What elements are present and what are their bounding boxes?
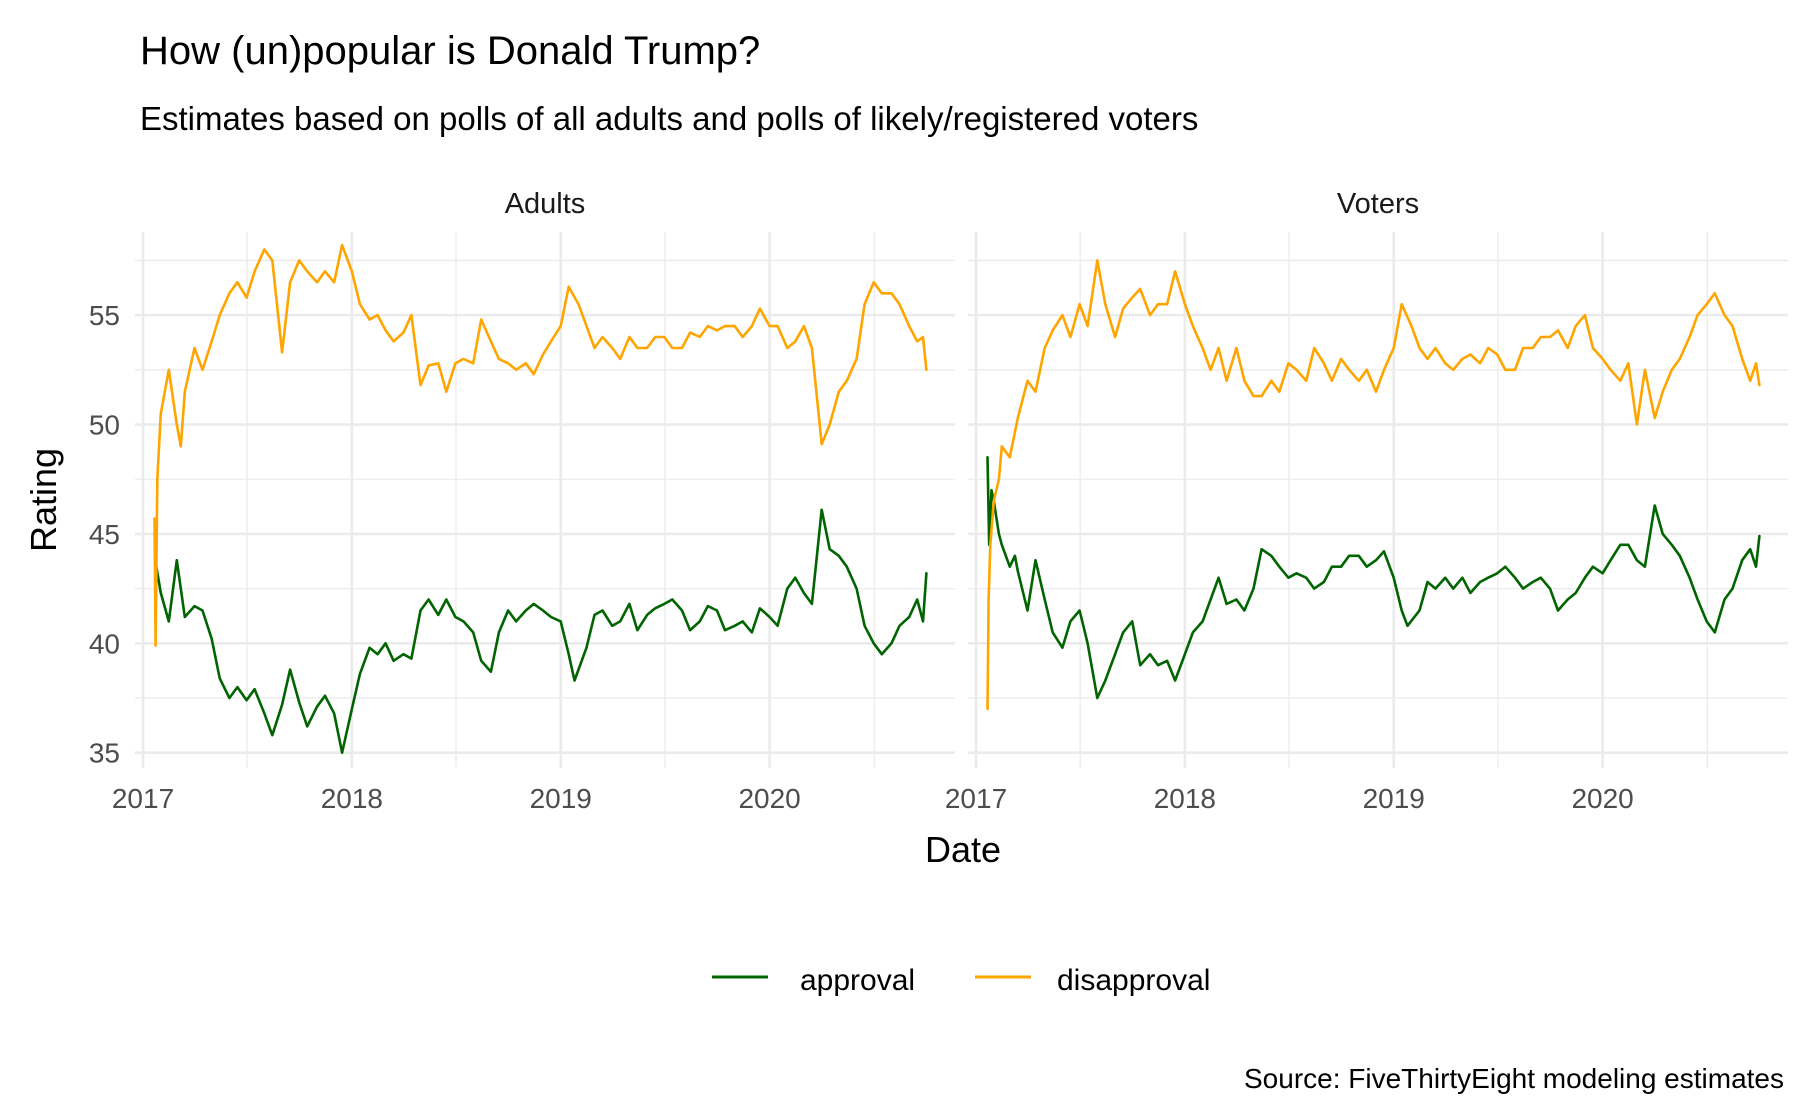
x-tick-label: 2017 xyxy=(112,783,174,814)
gridlines xyxy=(135,232,955,768)
y-tick-label: 50 xyxy=(89,410,120,441)
x-axis-title: Date xyxy=(925,829,1001,870)
x-tick-label: 2019 xyxy=(1363,783,1425,814)
x-axis: 2017 2018 2019 2020 2017 2018 2019 2020 xyxy=(112,783,1634,814)
x-tick-label: 2018 xyxy=(1154,783,1216,814)
series-line-disapproval xyxy=(986,259,1761,711)
y-tick-label: 40 xyxy=(89,628,120,659)
y-axis-title: Rating xyxy=(23,448,64,552)
y-tick-label: 55 xyxy=(89,300,120,331)
panel-strip-label: Voters xyxy=(1337,188,1419,220)
x-tick-label: 2017 xyxy=(945,783,1007,814)
y-tick-label: 45 xyxy=(89,519,120,550)
gridlines xyxy=(968,232,1788,768)
series-line-approval xyxy=(986,456,1761,700)
panel-voters: Voters xyxy=(968,188,1788,768)
chart-subtitle: Estimates based on polls of all adults a… xyxy=(140,100,1198,137)
series-line-disapproval xyxy=(153,243,928,647)
x-tick-label: 2019 xyxy=(530,783,592,814)
y-axis: 35 40 45 50 55 xyxy=(89,300,120,769)
y-tick-label: 35 xyxy=(89,738,120,769)
panel-adults: Adults xyxy=(135,188,955,768)
x-tick-label: 2020 xyxy=(738,783,800,814)
x-tick-label: 2018 xyxy=(321,783,383,814)
legend: approval disapproval xyxy=(712,964,1210,997)
chart-title: How (un)popular is Donald Trump? xyxy=(140,29,760,73)
panel-strip-label: Adults xyxy=(505,188,586,220)
series-line-approval xyxy=(154,508,928,754)
chart-caption: Source: FiveThirtyEight modeling estimat… xyxy=(1244,1063,1784,1094)
x-tick-label: 2020 xyxy=(1571,783,1633,814)
legend-label-disapproval: disapproval xyxy=(1057,964,1210,997)
legend-label-approval: approval xyxy=(800,964,915,997)
